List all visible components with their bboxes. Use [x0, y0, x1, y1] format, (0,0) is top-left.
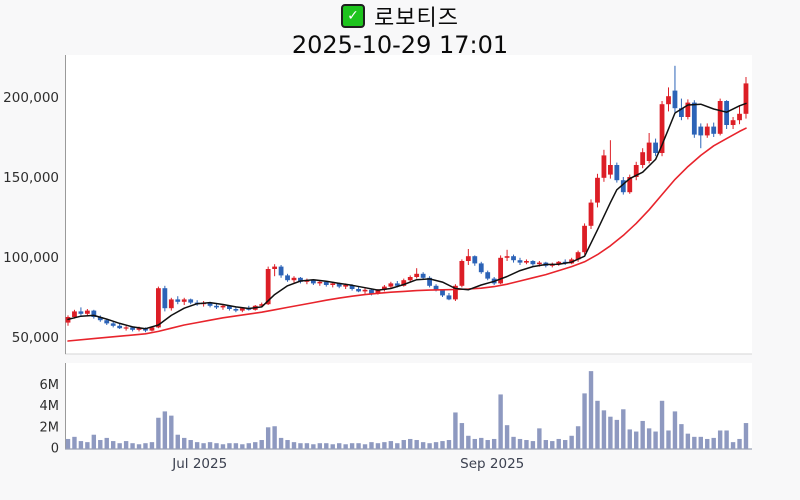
price-tick-label: 200,000	[3, 90, 59, 106]
price-tick-label: 100,000	[3, 250, 59, 266]
price-axis-labels: 50,000 100,000 150,000 200,000	[3, 90, 59, 346]
volume-tick-label: 2M	[40, 420, 60, 435]
series-checkbox-checked-icon[interactable]: ✓	[341, 4, 366, 28]
x-axis-date-label: Sep 2025	[460, 456, 524, 472]
ma-slow-line	[67, 127, 747, 342]
ma-fast-line	[67, 102, 747, 330]
price-tick-label: 150,000	[3, 170, 59, 186]
chart-datetime: 2025-10-29 17:01	[291, 31, 509, 59]
volume-axis-labels: 0 2M 4M 6M	[40, 378, 60, 457]
volume-tick-label: 0	[51, 442, 59, 457]
title-row: ✓ 로보티즈	[0, 2, 800, 31]
volume-tick-label: 6M	[40, 378, 60, 393]
x-axis-labels: Jul 2025 Sep 2025	[171, 456, 524, 472]
price-tick-label: 50,000	[12, 330, 59, 346]
volume-tick-label: 4M	[40, 399, 60, 414]
stock-title: 로보티즈	[374, 6, 459, 31]
volume-bars-layer	[65, 371, 749, 449]
chart-header: ✓ 로보티즈 2025-10-29 17:01	[0, 2, 800, 59]
price-plot-area	[65, 55, 752, 354]
x-axis-date-label: Jul 2025	[171, 456, 227, 472]
